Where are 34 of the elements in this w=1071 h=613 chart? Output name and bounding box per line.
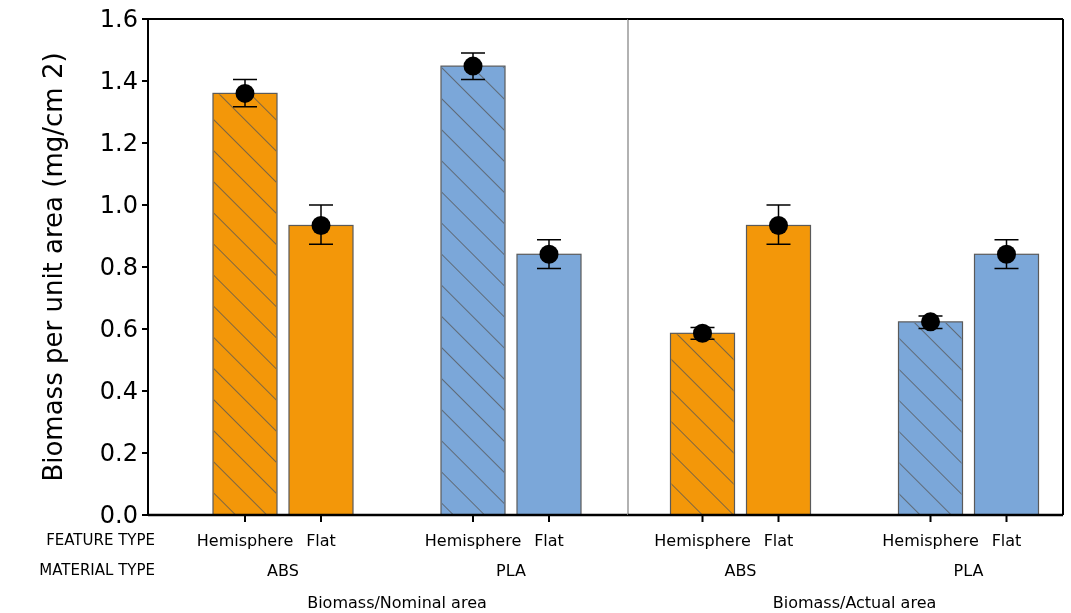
y-tick-label: 0.2 xyxy=(99,439,138,468)
y-axis-title: Biomass per unit area (mg/cm 2) xyxy=(38,52,68,482)
x-tick-label: Hemisphere xyxy=(196,530,294,550)
point xyxy=(769,215,788,235)
text: ABS xyxy=(267,560,299,580)
text: PLA xyxy=(496,560,526,580)
x-tick-label: Hemisphere xyxy=(654,530,751,550)
point xyxy=(539,244,559,264)
y-tick-label: 1.4 xyxy=(99,67,138,96)
text: MATERIAL TYPE xyxy=(39,561,155,580)
y-tick-label: 0.6 xyxy=(99,315,138,344)
x-axis-title: Biomass/Nominal area xyxy=(307,592,487,612)
point xyxy=(235,83,255,103)
y-tick-label: 0.4 xyxy=(99,377,138,406)
x-tick-label: Hemisphere xyxy=(424,530,522,550)
x-tick-label: Flat xyxy=(763,530,794,550)
y-tick-label: 0.8 xyxy=(99,253,138,282)
text: ABS xyxy=(724,560,757,580)
point xyxy=(921,312,940,332)
x-axis-title: Biomass/Actual area xyxy=(772,592,937,612)
x-tick-label: Flat xyxy=(306,530,336,550)
point xyxy=(463,56,483,76)
x-tick-label: Flat xyxy=(991,530,1022,550)
y-tick-label: 0.0 xyxy=(99,501,138,530)
text: FEATURE TYPE xyxy=(46,531,155,550)
y-tick-label: 1.6 xyxy=(99,5,138,34)
x-tick-label: Hemisphere xyxy=(882,530,979,550)
point xyxy=(693,323,712,343)
y-tick-label: 1.0 xyxy=(99,191,138,220)
point xyxy=(997,244,1016,264)
point xyxy=(311,215,331,235)
text: PLA xyxy=(953,560,984,580)
y-tick-label: 1.2 xyxy=(99,129,138,158)
x-tick-label: Flat xyxy=(534,530,564,550)
